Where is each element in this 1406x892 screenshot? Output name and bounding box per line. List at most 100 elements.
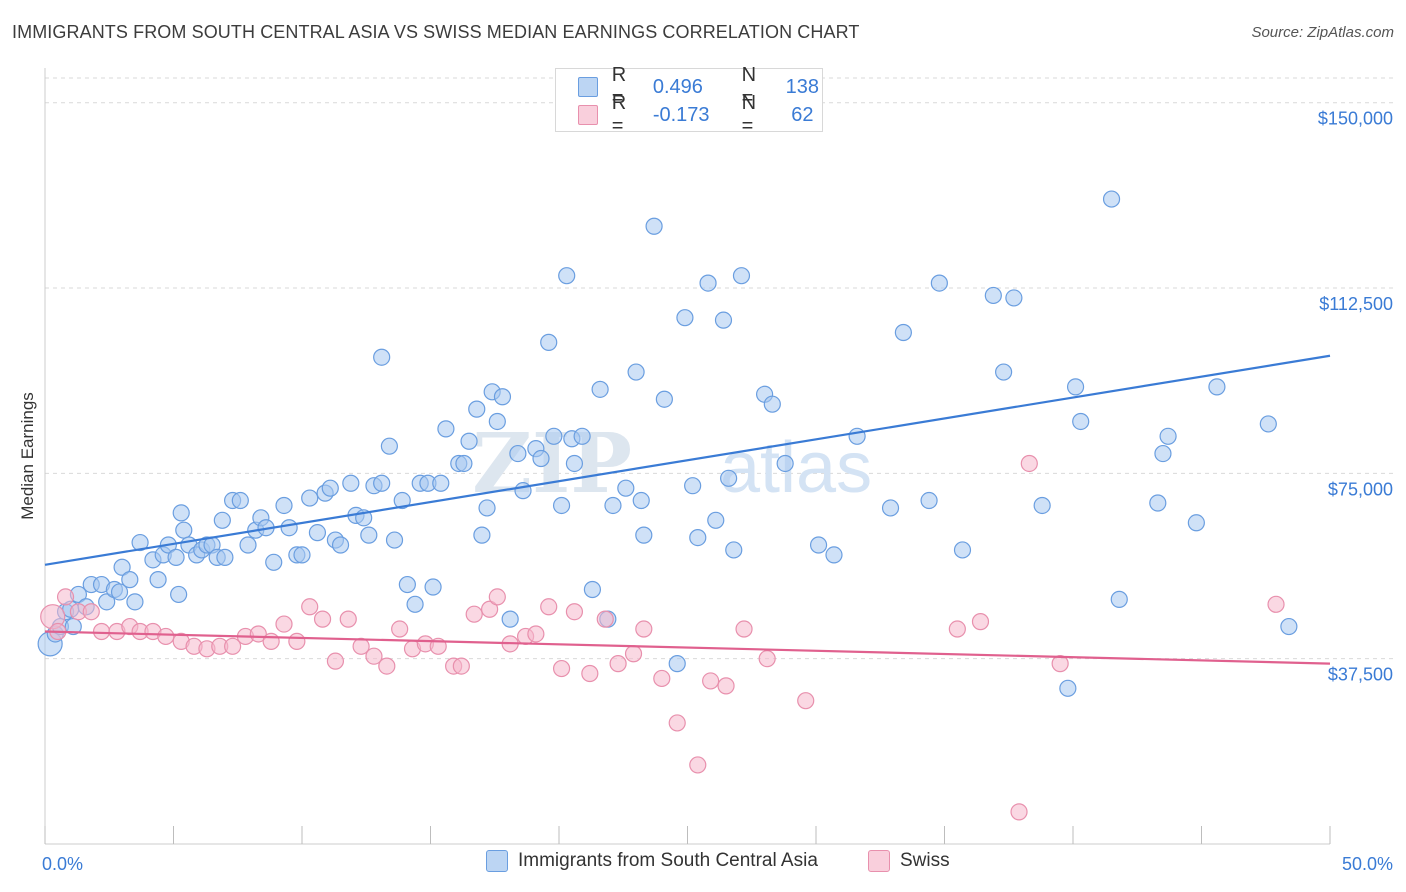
blue-point [540, 333, 558, 351]
blue-point [113, 558, 131, 576]
pink-point [1051, 655, 1069, 673]
blue-point [645, 217, 663, 235]
blue-point [398, 575, 416, 594]
pink-point [82, 603, 100, 621]
pink-point [717, 677, 735, 695]
blue-point [406, 595, 424, 613]
series-pink-points [40, 454, 1285, 821]
blue-point [676, 309, 694, 327]
pink-point [313, 610, 332, 628]
blue-point [393, 491, 411, 510]
blue-point [385, 531, 404, 549]
blue-point [635, 526, 653, 544]
legend-swatch-blue [486, 850, 508, 872]
pink-point [92, 622, 111, 641]
pink-point [635, 620, 653, 638]
blue-point [231, 491, 249, 510]
pink-trend-line [44, 630, 1331, 665]
blue-point [655, 390, 673, 408]
blue-point [725, 541, 743, 559]
legend-item-blue[interactable]: Immigrants from South Central Asia [486, 850, 818, 872]
y-tick-label: $75,000 [1328, 479, 1393, 499]
legend-row-blue: R = 0.496 N = 138 [556, 64, 822, 109]
pink-point [971, 613, 990, 631]
legend-r-value: -0.173 [652, 103, 710, 126]
pink-point [552, 659, 571, 678]
pink-point [465, 605, 483, 623]
blue-point [478, 499, 496, 517]
blue-point [98, 593, 116, 611]
pink-point [581, 664, 599, 683]
blue-point [565, 454, 584, 473]
blue-point [995, 363, 1013, 381]
pink-point [326, 652, 345, 670]
blue-point [424, 578, 442, 596]
blue-point [984, 286, 1002, 305]
pink-point [596, 610, 614, 628]
pink-point [378, 657, 396, 675]
legend-r-label: R = [611, 64, 627, 109]
blue-point [1259, 415, 1277, 433]
pink-point [339, 610, 357, 628]
legend-swatch-blue [578, 77, 598, 97]
blue-point [689, 528, 707, 547]
pink-point [624, 645, 643, 663]
blue-point [1187, 514, 1205, 532]
y-tick-label: $112,500 [1319, 294, 1393, 314]
legend-r-label: R = [611, 92, 627, 137]
pink-point [527, 625, 545, 643]
blue-point [493, 388, 512, 406]
legend-item-pink[interactable]: Swiss [868, 850, 950, 872]
legend-n-value: 62 [791, 103, 814, 126]
legend-label-blue: Immigrants from South Central Asia [518, 850, 818, 871]
blue-point [552, 496, 571, 515]
blue-point [809, 536, 828, 554]
blue-point [763, 395, 781, 413]
blue-point [280, 519, 298, 537]
blue-point [1154, 444, 1172, 463]
blue-trend-line [44, 354, 1331, 566]
pink-point [365, 647, 383, 665]
stats-legend: R = 0.496 N = 138 R = -0.173 N = 62 [555, 64, 823, 137]
blue-point [732, 267, 751, 285]
blue-point [468, 400, 486, 418]
blue-point [1280, 617, 1298, 636]
blue-point [239, 536, 257, 554]
blue-point [121, 571, 139, 589]
series-blue-points [37, 190, 1298, 697]
watermark-atlas: atlas [720, 428, 872, 508]
blue-point [627, 363, 645, 381]
blue-point [360, 526, 378, 544]
blue-point [632, 491, 650, 510]
blue-point [126, 593, 144, 611]
pink-point [1010, 803, 1028, 821]
legend-n-value: 138 [785, 75, 820, 98]
pink-point [481, 600, 499, 618]
blue-point [1005, 289, 1023, 307]
trend-lines [44, 354, 1331, 665]
blue-point [460, 432, 478, 450]
pink-point [797, 692, 815, 710]
blue-point [545, 427, 563, 445]
blue-point [265, 553, 283, 571]
blue-point [894, 323, 912, 342]
legend-r-value: 0.496 [652, 75, 703, 98]
blue-point [953, 541, 972, 559]
pink-point [758, 650, 776, 668]
pink-point [653, 669, 671, 688]
blue-point [1066, 378, 1085, 396]
pink-point [488, 588, 506, 606]
blue-point [668, 655, 686, 673]
pink-point [301, 598, 319, 616]
legend-n-label: N = [741, 92, 757, 137]
tick-labels: $37,500 $75,000 $112,500 $150,000 0.0% 50.0% [42, 109, 1393, 874]
pink-point [565, 603, 584, 621]
pink-point [1020, 454, 1038, 473]
blue-point [373, 474, 391, 492]
blue-point [1149, 494, 1167, 512]
legend-label-pink: Swiss [900, 850, 950, 871]
pink-point [224, 637, 242, 655]
source-label: Source: ZipAtlas.com [1251, 24, 1394, 41]
legend-n-label: N = [741, 64, 757, 109]
